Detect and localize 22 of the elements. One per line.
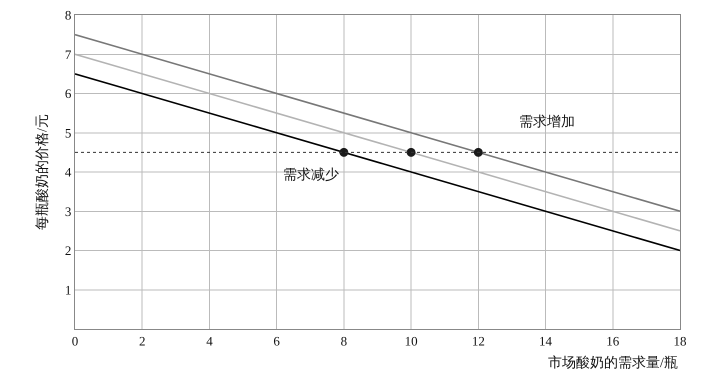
x-tick-label: 16 bbox=[606, 334, 620, 349]
y-tick-label: 3 bbox=[64, 204, 72, 219]
y-tick-label: 4 bbox=[64, 164, 72, 180]
x-tick-label: 18 bbox=[674, 334, 686, 349]
y-tick-label: 1 bbox=[64, 282, 72, 298]
x-tick-label: 10 bbox=[404, 334, 418, 349]
y-tick-label: 5 bbox=[64, 125, 72, 140]
x-axis-title: 市场酸奶的需求量/瓶 bbox=[548, 355, 678, 371]
x-tick-label: 12 bbox=[472, 334, 485, 349]
y-tick-label: 2 bbox=[64, 243, 72, 258]
y-tick-label: 6 bbox=[64, 86, 72, 102]
annotation: 需求增加 bbox=[519, 114, 575, 130]
x-tick-label: 4 bbox=[206, 334, 214, 349]
y-tick-label: 7 bbox=[64, 46, 72, 62]
y-axis-title: 每瓶酸奶的价格/元 bbox=[34, 114, 50, 230]
annotation: 需求减少 bbox=[283, 167, 339, 183]
x-tick-label: 0 bbox=[72, 334, 78, 349]
x-tick-label: 6 bbox=[273, 334, 280, 349]
x-tick-label: 8 bbox=[340, 334, 348, 349]
x-tick-label: 2 bbox=[138, 334, 146, 349]
y-tick-label: 8 bbox=[64, 8, 72, 23]
x-tick-label: 14 bbox=[539, 334, 553, 349]
